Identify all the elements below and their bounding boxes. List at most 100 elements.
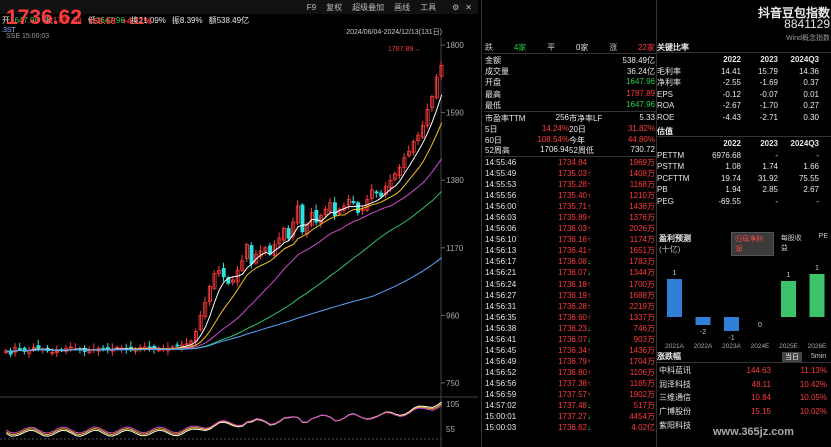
mover-row[interactable]: 广博股份 15.15 10.02%: [659, 405, 831, 419]
forecast-tab-0[interactable]: 归母净利润: [731, 232, 774, 256]
column-header: 2022: [723, 55, 741, 65]
tick-row: 15:00:01 1737.27 ↓ 4454万: [485, 411, 655, 422]
valuation-label: 52周高: [485, 146, 510, 156]
today-button[interactable]: 当日: [782, 351, 802, 362]
tick-volume: 1165万: [629, 378, 655, 388]
tick-row: 14:55:46 1734.84 1969万: [485, 157, 655, 168]
gear-icon[interactable]: ⚙: [452, 2, 460, 12]
candle-body: [207, 286, 212, 302]
tick-volume: 1902万: [629, 390, 655, 399]
candle-body: [328, 202, 333, 212]
metric-label: ROA: [657, 101, 675, 111]
index-name: 抖音豆包指数: [757, 6, 830, 20]
kline-chart[interactable]: 1800 1590 1380 1170 960 750 105 55 1787.89→: [0, 37, 478, 447]
candle-body: [254, 253, 259, 264]
tick-volume: 1174万: [629, 235, 655, 245]
toolbar-item-0[interactable]: F9: [306, 2, 317, 12]
tick-row: 14:56:52 1736.80 ↑ 1106万: [485, 367, 655, 378]
stat-value: 1647.96: [95, 16, 125, 25]
valuation-row: 60日 108.54% 今年 44.80%: [485, 135, 655, 146]
panel-divider: [656, 0, 657, 447]
mover-row[interactable]: 润泽科技 48.11 10.42%: [659, 378, 831, 392]
tick-time: 14:56:52: [485, 367, 517, 377]
toolbar-item-1[interactable]: 复权: [326, 2, 343, 12]
market-label: 开盘: [485, 78, 501, 88]
stat-item: 低1647.96: [88, 15, 125, 27]
candle-body: [356, 202, 361, 213]
forecast-tabs[interactable]: 归母净利润 每股收益 PE: [731, 232, 831, 256]
metric-value: -0.07: [759, 89, 778, 99]
indicator-label[interactable]: .3ST: [1, 27, 16, 34]
price-row: 1736.62 +68.58 +4.11%: [6, 6, 152, 30]
candle-body: [277, 237, 282, 245]
forecast-value: -2: [700, 329, 706, 336]
tick-row: 14:56:00 1735.71 ↑ 1438万: [485, 201, 655, 212]
kline-svg[interactable]: 1800 1590 1380 1170 960 750 105 55 1787.89→: [0, 37, 478, 447]
tick-volume: 1969万: [629, 158, 655, 168]
metric-value: 75.55: [798, 173, 819, 183]
candle-body: [411, 141, 416, 153]
metric-label: PB: [657, 185, 668, 195]
forecast-tab-1[interactable]: 每股收益: [780, 235, 802, 252]
candle-body: [184, 343, 189, 346]
market-value: 538.49亿: [622, 56, 655, 65]
key-ratio-table: 毛利率 14.41 15.79 14.36 净利率 -2.55 -1.69 0.37 EPS -0…: [657, 66, 831, 124]
mover-row[interactable]: 中科蓝讯 144.63 11.13%: [659, 364, 831, 378]
toolbar-item-4[interactable]: 工具: [420, 2, 437, 12]
forecast-tab-2[interactable]: PE: [818, 233, 828, 240]
market-value: 1647.96: [626, 77, 655, 87]
tick-time: 14:56:41: [485, 334, 517, 344]
candle-body: [420, 125, 425, 138]
forecast-bar: [781, 281, 796, 317]
candle-body: [258, 250, 263, 257]
price-change: +68.58: [87, 16, 116, 26]
market-breadth: 跌 4家 平 0家 涨 22家: [485, 42, 655, 53]
metric-label: 净利率: [657, 78, 681, 88]
stat-value: 21.09%: [138, 16, 166, 25]
index-code: 8841129: [784, 17, 830, 31]
candle-body: [383, 186, 388, 195]
candle-body: [425, 108, 430, 126]
tick-volume: 903万: [633, 334, 655, 344]
tick-row: 14:56:24 1736.18 ↑ 1700万: [485, 279, 655, 290]
arrow-up-icon: ↑: [587, 202, 591, 212]
close-icon[interactable]: ✕: [465, 2, 472, 12]
tick-price: 1736.34: [558, 345, 587, 355]
fund-row: PSTTM 1.08 1.74 1.66: [657, 161, 831, 173]
candle-body: [439, 65, 444, 77]
candle-body: [198, 314, 203, 330]
mover-row[interactable]: 三维通信 10.84 10.05%: [659, 391, 831, 405]
tick-volume: 1783万: [629, 257, 655, 267]
tick-price: 1736.62: [558, 423, 587, 433]
toolbar-item-2[interactable]: 超级叠加: [352, 2, 385, 12]
candle-body: [319, 215, 323, 224]
stat-label: 低: [87, 16, 96, 25]
forecast-value: 1: [815, 265, 819, 272]
movers-list[interactable]: 中科蓝讯 144.63 11.13% 润泽科技 48.11 10.42% 三维通信 10.84…: [659, 364, 831, 432]
candle-body: [240, 260, 245, 271]
metric-value: 31.92: [757, 173, 778, 183]
valuation-label: 市盈率TTM: [485, 114, 526, 123]
tick-volume: 1408万: [629, 169, 655, 179]
forecast-value: -1: [728, 335, 734, 342]
stat-item: 振8.39%: [172, 15, 203, 27]
metric-value: -69.55: [718, 196, 741, 206]
candle-body: [309, 211, 314, 226]
tick-price: 1735.89: [558, 213, 587, 223]
tick-time: 14:56:56: [485, 378, 517, 388]
toolbar-item-3[interactable]: 画线: [394, 2, 411, 12]
mover-row[interactable]: 紫阳科技: [659, 418, 831, 432]
tick-price: 1736.07: [558, 268, 587, 278]
key-ratio-title: 关键比率: [657, 42, 831, 53]
tick-price: 1736.19: [558, 290, 587, 300]
exchange-time: SSE 15:00:03: [6, 33, 50, 40]
divider: [484, 156, 656, 157]
metric-value: 0.27: [803, 101, 819, 111]
market-row: 开盘 1647.96: [485, 77, 655, 88]
candle-body: [360, 208, 365, 211]
arrow-down-icon: ↓: [587, 423, 591, 433]
5min-button[interactable]: 5min: [811, 353, 827, 360]
valuation-title: 估值: [657, 126, 831, 137]
metric-label: ROE: [657, 112, 675, 122]
tick-list[interactable]: 14:55:46 1734.84 1969万 14:55:49 1735.03 ↑ 1408…: [485, 157, 655, 433]
